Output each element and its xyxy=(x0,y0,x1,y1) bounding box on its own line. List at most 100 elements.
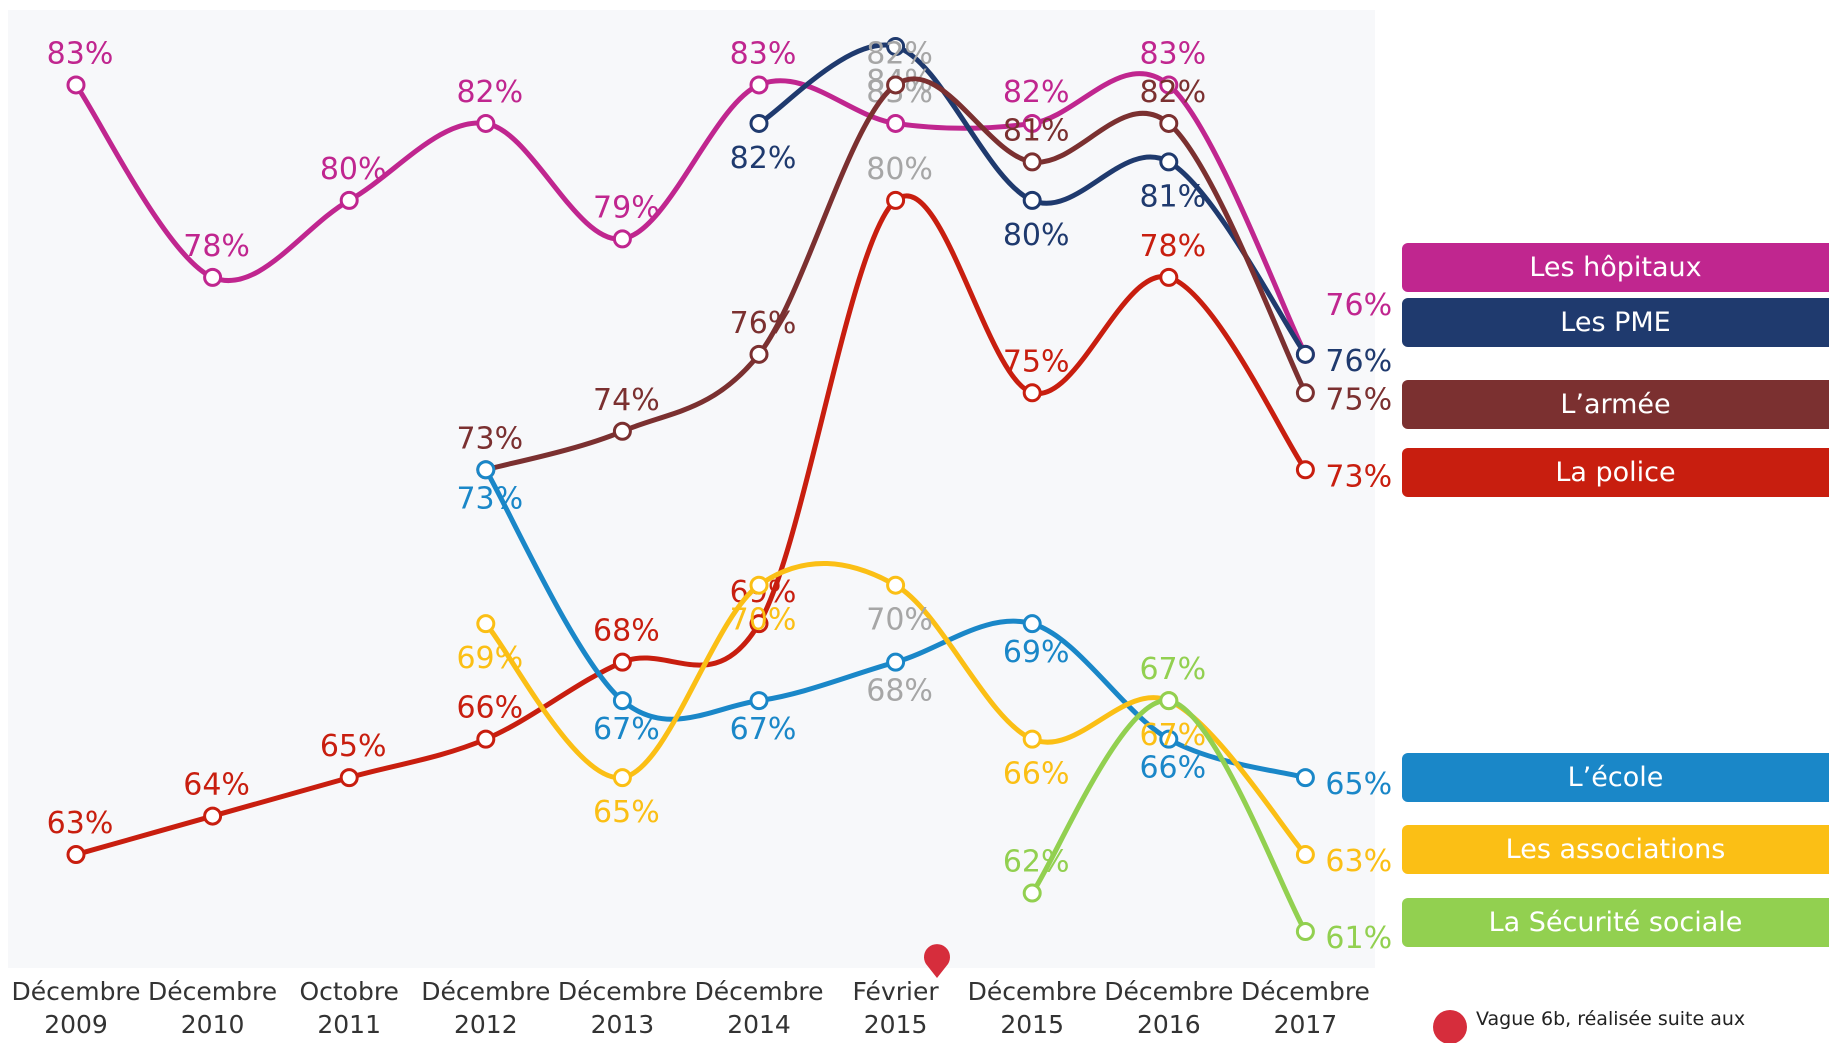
point xyxy=(339,768,359,788)
x-tick-label: Février 2015 xyxy=(852,977,939,1039)
data-label: 68% xyxy=(593,614,660,649)
point xyxy=(749,614,769,634)
point xyxy=(1159,691,1179,711)
data-label: 70% xyxy=(866,603,933,638)
data-label: 75% xyxy=(1003,344,1070,379)
legend-entry: L’armée xyxy=(1402,380,1829,429)
point xyxy=(612,691,632,711)
legend-entry: La police xyxy=(1402,448,1829,497)
point xyxy=(612,421,632,441)
data-label: 66% xyxy=(1139,751,1206,786)
point xyxy=(1295,344,1315,364)
point xyxy=(476,729,496,749)
point xyxy=(749,113,769,133)
point xyxy=(612,768,632,788)
series-line xyxy=(73,71,1308,356)
x-tick-label: Décembre 2010 xyxy=(148,977,278,1039)
x-tick-label: Décembre 2015 xyxy=(967,977,1097,1039)
data-label: 64% xyxy=(183,768,250,803)
point xyxy=(476,614,496,634)
data-label: 73% xyxy=(456,481,523,516)
point xyxy=(1159,75,1179,95)
point xyxy=(749,75,769,95)
data-label: 67% xyxy=(1139,652,1206,687)
point xyxy=(1159,113,1179,133)
legend-entry: Les associations xyxy=(1402,825,1829,874)
wave-pin xyxy=(924,944,950,978)
data-label: 83% xyxy=(730,36,797,71)
point xyxy=(1295,768,1315,788)
x-tick-label: Décembre 2013 xyxy=(557,977,687,1039)
data-label: 67% xyxy=(1139,718,1206,753)
data-label: 82% xyxy=(730,141,797,176)
series-line xyxy=(75,193,1308,857)
data-label: 76% xyxy=(1325,344,1392,379)
point xyxy=(1022,883,1042,903)
point xyxy=(1022,113,1042,133)
legend-entry: Les hôpitaux xyxy=(1402,243,1829,292)
data-label: 80% xyxy=(866,152,933,187)
x-tick-label: Décembre 2014 xyxy=(694,977,824,1039)
x-tick-label: Décembre 2016 xyxy=(1104,977,1234,1039)
point xyxy=(886,113,906,133)
data-label: 70% xyxy=(730,603,797,638)
point xyxy=(886,75,906,95)
legend-entry: La Sécurité sociale xyxy=(1402,898,1829,947)
point xyxy=(612,652,632,672)
point xyxy=(612,229,632,249)
legend-entry: Les PME xyxy=(1402,298,1829,347)
data-label: 68% xyxy=(866,674,933,709)
data-label: 78% xyxy=(183,229,250,264)
point xyxy=(1022,383,1042,403)
data-label: 76% xyxy=(730,306,797,341)
point xyxy=(1022,152,1042,172)
point xyxy=(1295,460,1315,480)
x-tick-label: Décembre 2012 xyxy=(421,977,551,1039)
point xyxy=(1159,152,1179,172)
data-label: 82% xyxy=(456,75,523,110)
data-label: 80% xyxy=(1003,218,1070,253)
data-label: 83% xyxy=(1139,36,1206,71)
point xyxy=(1295,845,1315,865)
data-label: 61% xyxy=(1325,921,1392,956)
point xyxy=(886,190,906,210)
data-label: 75% xyxy=(1325,382,1392,417)
point xyxy=(1159,267,1179,287)
x-tick-label: Octobre 2011 xyxy=(299,977,399,1039)
data-label: 78% xyxy=(1139,229,1206,264)
data-label: 65% xyxy=(320,729,387,764)
data-label: 67% xyxy=(593,712,660,747)
data-label: 81% xyxy=(1139,179,1206,214)
point xyxy=(886,652,906,672)
note: Vague 6b, réalisée suite aux xyxy=(1476,1008,1746,1030)
data-label: 79% xyxy=(593,190,660,225)
data-label: 73% xyxy=(456,421,523,456)
point xyxy=(1022,614,1042,634)
data-label: 62% xyxy=(1003,845,1070,880)
point xyxy=(66,75,86,95)
data-label: 74% xyxy=(593,383,660,418)
data-label: 66% xyxy=(456,691,523,726)
data-label: 73% xyxy=(1325,459,1392,494)
data-label: 83% xyxy=(47,36,114,71)
point xyxy=(1159,729,1179,749)
point xyxy=(203,267,223,287)
data-label: 69% xyxy=(456,641,523,676)
note-dot xyxy=(1433,1010,1467,1043)
data-label: 63% xyxy=(47,806,114,841)
x-tick-label: Décembre 2017 xyxy=(1240,977,1370,1039)
point xyxy=(476,460,496,480)
data-label: 82% xyxy=(866,36,933,71)
point xyxy=(749,575,769,595)
data-label: 76% xyxy=(1325,288,1392,323)
point xyxy=(1022,729,1042,749)
point xyxy=(1022,190,1042,210)
data-label: 82% xyxy=(1139,75,1206,110)
data-label: 65% xyxy=(593,795,660,830)
point xyxy=(886,36,906,56)
data-label: 65% xyxy=(1325,767,1392,802)
data-label: 63% xyxy=(1325,844,1392,879)
point xyxy=(203,806,223,826)
